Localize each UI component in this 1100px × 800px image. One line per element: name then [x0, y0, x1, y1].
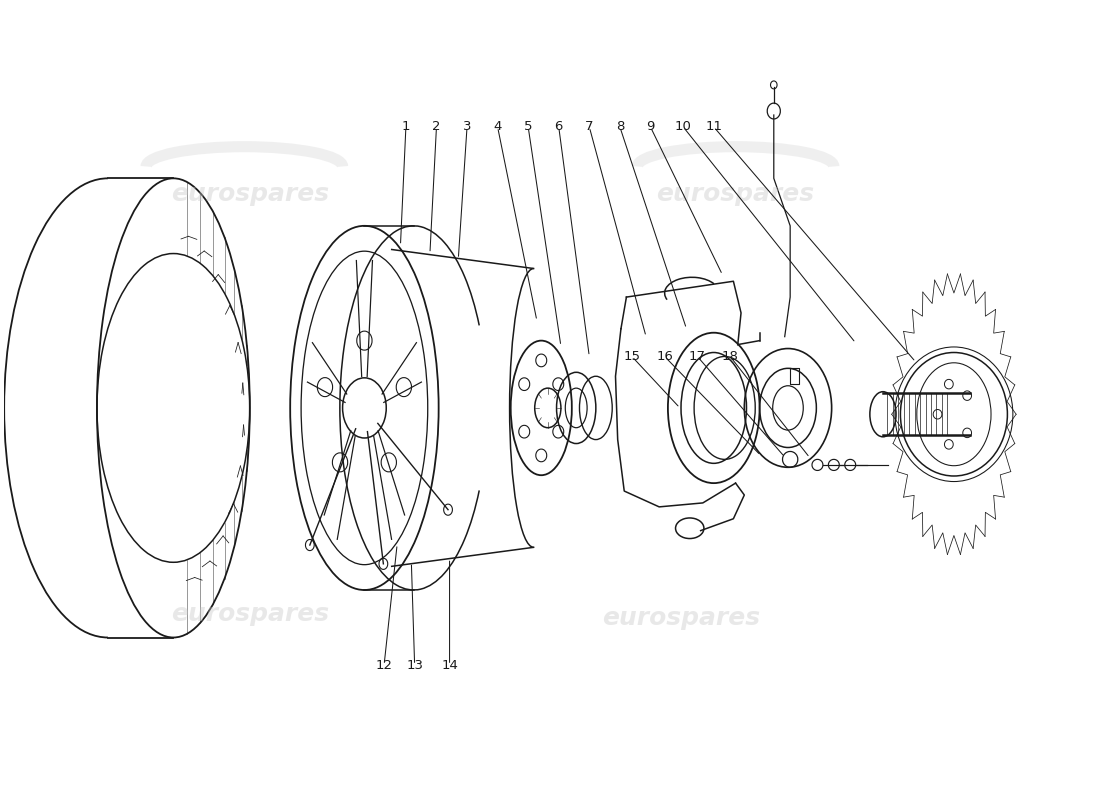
- Text: 12: 12: [375, 658, 393, 672]
- Text: eurospares: eurospares: [657, 182, 815, 206]
- Text: 2: 2: [432, 120, 441, 134]
- Text: 15: 15: [624, 350, 640, 363]
- Text: eurospares: eurospares: [170, 182, 329, 206]
- Text: 7: 7: [585, 120, 594, 134]
- Text: 17: 17: [689, 350, 706, 363]
- Text: eurospares: eurospares: [170, 602, 329, 626]
- Text: 4: 4: [494, 120, 502, 134]
- Text: 9: 9: [646, 120, 654, 134]
- Text: 13: 13: [406, 658, 424, 672]
- Text: eurospares: eurospares: [602, 606, 760, 630]
- Text: 6: 6: [554, 120, 563, 134]
- Text: 1: 1: [402, 120, 410, 134]
- Text: 5: 5: [524, 120, 532, 134]
- Text: 3: 3: [463, 120, 471, 134]
- Text: 16: 16: [657, 350, 673, 363]
- Text: 18: 18: [722, 350, 738, 363]
- Text: 14: 14: [441, 658, 458, 672]
- Text: 11: 11: [705, 120, 723, 134]
- Text: 8: 8: [616, 120, 624, 134]
- Text: 10: 10: [674, 120, 692, 134]
